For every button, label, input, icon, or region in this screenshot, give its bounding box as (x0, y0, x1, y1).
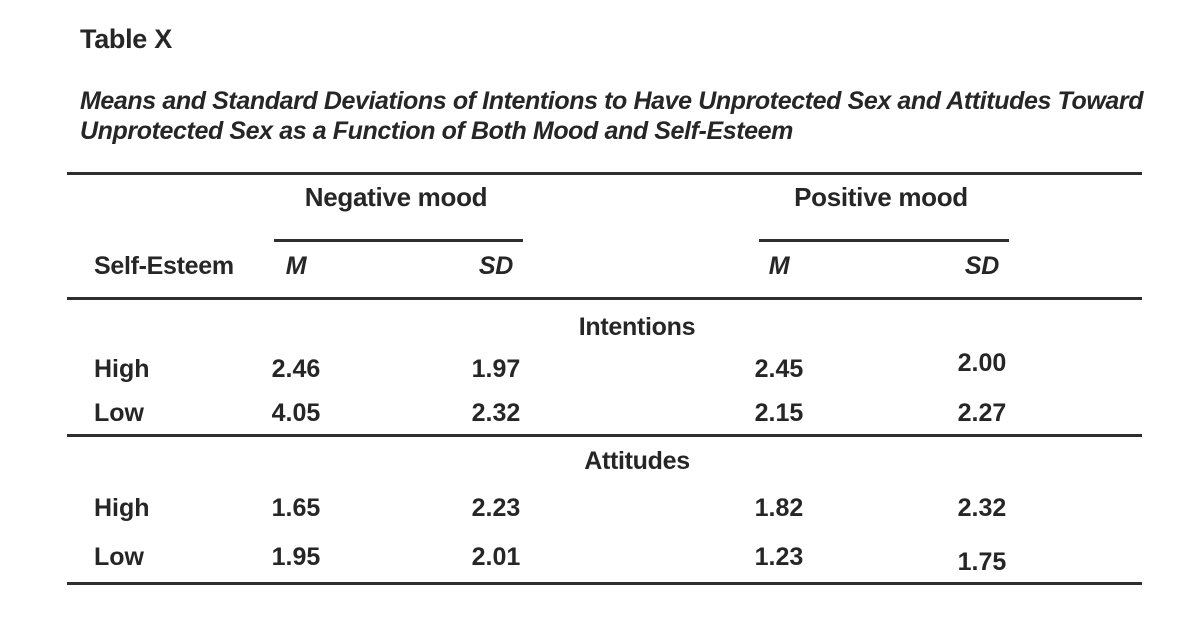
row-label: High (94, 355, 150, 383)
cell-negative-sd: 2.23 (471, 494, 521, 522)
table-bottom-rule (67, 582, 1142, 585)
table-row: High 1.65 2.23 1.82 2.32 (67, 496, 1142, 521)
spacer-cell (596, 496, 678, 521)
cell-negative-m: 2.46 (271, 355, 321, 383)
spacer-cell (67, 184, 196, 210)
table-caption: Means and Standard Deviations of Intenti… (80, 86, 1143, 146)
table-caption-line2: Unprotected Sex as a Function of Both Mo… (80, 117, 793, 145)
cell-positive-m: 2.45 (754, 355, 804, 383)
row-label: Low (94, 543, 144, 571)
cell-negative-m: 1.95 (271, 543, 321, 571)
spacer-cell (596, 254, 678, 279)
cell-positive-sd: 2.00 (957, 349, 1007, 377)
cell-negative-sd: 1.97 (471, 355, 521, 383)
section-divider-rule (67, 434, 1142, 437)
row-label: Low (94, 399, 144, 427)
column-group-positive-mood: Positive mood (794, 182, 968, 212)
cell-positive-m: 1.23 (754, 543, 804, 571)
spacer-cell (1084, 184, 1142, 210)
table-row: Low 1.95 2.01 1.23 1.75 (67, 543, 1142, 575)
cell-positive-sd: 1.75 (957, 548, 1007, 576)
table-row: Low 4.05 2.32 2.15 2.27 (67, 401, 1142, 426)
spacer-cell (1084, 357, 1142, 382)
spacer-cell (1084, 254, 1142, 279)
cell-positive-m: 2.15 (754, 399, 804, 427)
negative-m-header: M (285, 252, 307, 280)
spacer-cell (1084, 401, 1142, 426)
cell-positive-m: 1.82 (754, 494, 804, 522)
cell-negative-m: 1.65 (271, 494, 321, 522)
cell-negative-sd: 2.32 (471, 399, 521, 427)
positive-sd-header: SD (964, 252, 1000, 280)
stub-header: Self-Esteem (94, 252, 234, 280)
cell-positive-sd: 2.27 (957, 399, 1007, 427)
spacer-cell (596, 401, 678, 426)
spacer-cell (1084, 545, 1142, 570)
column-group-negative-mood: Negative mood (304, 182, 488, 212)
spacer-cell (596, 184, 678, 210)
spacer-cell (596, 545, 678, 570)
table-caption-line1: Means and Standard Deviations of Intenti… (80, 87, 1144, 115)
section-header-attitudes: Attitudes (584, 447, 690, 475)
negative-sd-header: SD (478, 252, 514, 280)
spacer-cell (1084, 496, 1142, 521)
apa-table: Negative mood Positive mood Self-Esteem … (67, 172, 1142, 592)
section-header-intentions: Intentions (578, 313, 696, 341)
cell-negative-sd: 2.01 (471, 543, 521, 571)
cell-negative-m: 4.05 (271, 399, 321, 427)
spacer-cell (596, 357, 678, 382)
column-group-row: Negative mood Positive mood (67, 184, 1142, 210)
positive-m-header: M (768, 252, 790, 280)
negative-mood-spanner-rule (274, 239, 523, 242)
row-label: High (94, 494, 150, 522)
cell-positive-sd: 2.32 (957, 494, 1007, 522)
positive-mood-spanner-rule (759, 239, 1009, 242)
table-number: Table X (80, 24, 172, 54)
table-top-rule (67, 172, 1142, 175)
table-row: High 2.46 1.97 2.45 2.00 (67, 351, 1142, 383)
column-header-row: Self-Esteem M SD M SD (67, 254, 1142, 279)
header-bottom-rule (67, 297, 1142, 300)
